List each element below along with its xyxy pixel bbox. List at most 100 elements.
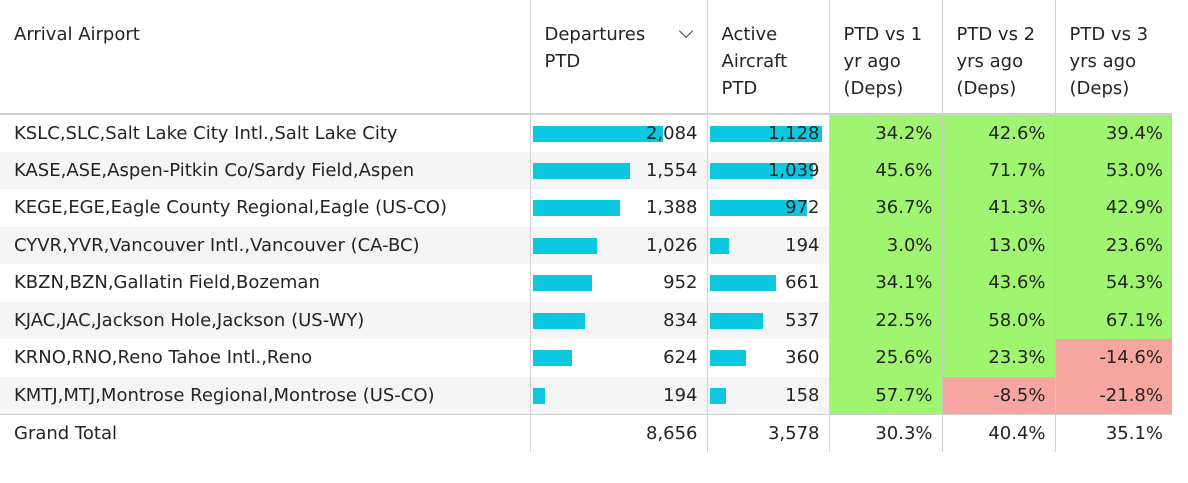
chevron-down-icon[interactable] bbox=[678, 23, 693, 39]
departures-bar bbox=[532, 126, 663, 142]
departures-cell: 1,388 bbox=[529, 189, 707, 227]
aircraft-cell: 194 bbox=[706, 226, 829, 264]
departures-cell: 1,026 bbox=[529, 226, 707, 264]
table-row[interactable]: KMTJ,MTJ,Montrose Regional,Montrose (US-… bbox=[0, 376, 1172, 414]
departures-value: 952 bbox=[663, 272, 698, 294]
table-row[interactable]: KJAC,JAC,Jackson Hole,Jackson (US-WY) 834… bbox=[0, 301, 1172, 339]
departures-bar bbox=[532, 200, 620, 216]
total-vs-1yr: 30.3% bbox=[828, 413, 942, 452]
column-header-label: PTD vs 1 yr ago (Deps) bbox=[843, 24, 923, 99]
departures-cell: 1,554 bbox=[529, 151, 707, 189]
vs-3yr-cell: 54.3% bbox=[1054, 264, 1172, 302]
vs-1yr-cell: 25.6% bbox=[828, 339, 942, 377]
aircraft-bar bbox=[709, 312, 763, 329]
total-label: Grand Total bbox=[0, 413, 530, 452]
column-header-vs-1yr[interactable]: PTD vs 1 yr ago (Deps) bbox=[828, 0, 942, 115]
aircraft-cell: 1,039 bbox=[706, 151, 829, 189]
vs-1yr-cell: 57.7% bbox=[828, 376, 942, 414]
arrival-airport-cell: KBZN,BZN,Gallatin Field,Bozeman bbox=[14, 272, 320, 294]
total-departures: 8,656 bbox=[529, 413, 707, 452]
aircraft-value: 158 bbox=[785, 384, 820, 406]
vs-2yr-cell: 41.3% bbox=[941, 189, 1055, 227]
departures-value: 2,084 bbox=[645, 122, 698, 144]
vs-2yr-cell: 42.6% bbox=[941, 114, 1055, 152]
arrival-airport-cell: KASE,ASE,Aspen-Pitkin Co/Sardy Field,Asp… bbox=[0, 151, 530, 189]
total-vs-2yrs: 40.4% bbox=[941, 413, 1055, 452]
table-row[interactable]: CYVR,YVR,Vancouver Intl.,Vancouver (CA-B… bbox=[0, 226, 1172, 264]
departures-bar bbox=[532, 312, 585, 329]
vs-2yr-cell: -8.5% bbox=[941, 376, 1055, 414]
arrival-airport-cell: CYVR,YVR,Vancouver Intl.,Vancouver (CA-B… bbox=[0, 226, 530, 264]
table-row[interactable]: KSLC,SLC,Salt Lake City Intl.,Salt Lake … bbox=[0, 114, 1172, 152]
vs-3yr-cell: 39.4% bbox=[1054, 114, 1172, 152]
header-row: Arrival Airport Departures PTD Active Ai… bbox=[0, 0, 1172, 115]
aircraft-value: 1,128 bbox=[767, 122, 820, 144]
aircraft-bar bbox=[709, 162, 813, 179]
vs-2yr-cell: 13.0% bbox=[941, 226, 1055, 264]
departures-value: 1,554 bbox=[645, 159, 698, 181]
arrival-airport-cell: KMTJ,MTJ,Montrose Regional,Montrose (US-… bbox=[0, 376, 530, 414]
departures-value: 1,388 bbox=[645, 197, 698, 219]
vs-3yr-cell: 67.1% bbox=[1054, 301, 1172, 339]
aircraft-value: 1,039 bbox=[767, 159, 820, 181]
aircraft-cell: 537 bbox=[706, 301, 829, 339]
departures-value: 834 bbox=[663, 309, 698, 331]
aircraft-bar bbox=[709, 350, 746, 366]
vs-1yr-cell: 3.0% bbox=[828, 226, 942, 264]
arrival-airport-cell: KEGE,EGE,Eagle County Regional,Eagle (US… bbox=[14, 197, 447, 219]
departures-bar bbox=[532, 237, 597, 254]
arrival-airport-cell: KSLC,SLC,Salt Lake City Intl.,Salt Lake … bbox=[14, 122, 398, 144]
column-header-vs-3yrs[interactable]: PTD vs 3 yrs ago (Deps) bbox=[1054, 0, 1172, 115]
aircraft-value: 194 bbox=[785, 234, 820, 256]
vs-3yr-cell: -14.6% bbox=[1054, 339, 1172, 377]
arrival-airport-cell: KRNO,RNO,Reno Tahoe Intl.,Reno bbox=[14, 347, 313, 369]
column-header-arrival-airport[interactable]: Arrival Airport bbox=[0, 0, 530, 115]
aircraft-value: 537 bbox=[785, 309, 820, 331]
column-header-label: Departures PTD bbox=[544, 24, 646, 72]
vs-1yr-cell: 36.7% bbox=[828, 189, 942, 227]
departures-cell: 2,084 bbox=[529, 114, 707, 152]
grand-total-row: Grand Total 8,656 3,578 30.3% 40.4% 35.1… bbox=[0, 413, 1172, 452]
column-header-active-aircraft[interactable]: Active Aircraft PTD bbox=[706, 0, 829, 115]
vs-1yr-cell: 45.6% bbox=[828, 151, 942, 189]
aircraft-cell: 661 bbox=[706, 264, 829, 302]
vs-2yr-cell: 71.7% bbox=[941, 151, 1055, 189]
table-row[interactable]: KEGE,EGE,Eagle County Regional,Eagle (US… bbox=[0, 189, 1172, 227]
vs-3yr-cell: 42.9% bbox=[1054, 189, 1172, 227]
column-header-departures[interactable]: Departures PTD bbox=[529, 0, 707, 115]
vs-1yr-cell: 34.2% bbox=[828, 114, 942, 152]
departures-bar bbox=[532, 387, 545, 404]
total-vs-3yrs: 35.1% bbox=[1054, 413, 1172, 452]
aircraft-cell: 360 bbox=[706, 339, 829, 377]
departures-cell: 834 bbox=[529, 301, 707, 339]
departures-cell: 194 bbox=[529, 376, 707, 414]
column-header-vs-2yrs[interactable]: PTD vs 2 yrs ago (Deps) bbox=[941, 0, 1055, 115]
aircraft-bar bbox=[709, 275, 776, 291]
departures-bar bbox=[532, 275, 592, 291]
vs-3yr-cell: 23.6% bbox=[1054, 226, 1172, 264]
column-header-label: PTD vs 2 yrs ago (Deps) bbox=[956, 24, 1036, 99]
departures-cell: 952 bbox=[529, 264, 707, 302]
total-aircraft: 3,578 bbox=[706, 413, 829, 452]
column-header-label: PTD vs 3 yrs ago (Deps) bbox=[1069, 24, 1149, 99]
table-row[interactable]: KRNO,RNO,Reno Tahoe Intl.,Reno 624 360 25.6… bbox=[0, 339, 1172, 377]
aircraft-cell: 972 bbox=[706, 189, 829, 227]
vs-2yr-cell: 23.3% bbox=[941, 339, 1055, 377]
table-row[interactable]: KBZN,BZN,Gallatin Field,Bozeman 952 661 34.… bbox=[0, 264, 1172, 302]
aircraft-cell: 158 bbox=[706, 376, 829, 414]
vs-3yr-cell: -21.8% bbox=[1054, 376, 1172, 414]
vs-1yr-cell: 22.5% bbox=[828, 301, 942, 339]
aircraft-bar bbox=[709, 387, 726, 404]
aircraft-bar bbox=[709, 237, 729, 254]
column-header-label: Active Aircraft PTD bbox=[721, 24, 788, 99]
vs-2yr-cell: 43.6% bbox=[941, 264, 1055, 302]
aircraft-cell: 1,128 bbox=[706, 114, 829, 152]
aircraft-value: 972 bbox=[785, 197, 820, 219]
vs-3yr-cell: 53.0% bbox=[1054, 151, 1172, 189]
departures-bar bbox=[532, 350, 572, 366]
aircraft-bar bbox=[709, 200, 807, 216]
aircraft-value: 360 bbox=[785, 347, 820, 369]
departures-value: 624 bbox=[663, 347, 698, 369]
table-row[interactable]: KASE,ASE,Aspen-Pitkin Co/Sardy Field,Asp… bbox=[0, 151, 1172, 189]
airport-departures-matrix: Arrival Airport Departures PTD Active Ai… bbox=[0, 0, 1172, 452]
